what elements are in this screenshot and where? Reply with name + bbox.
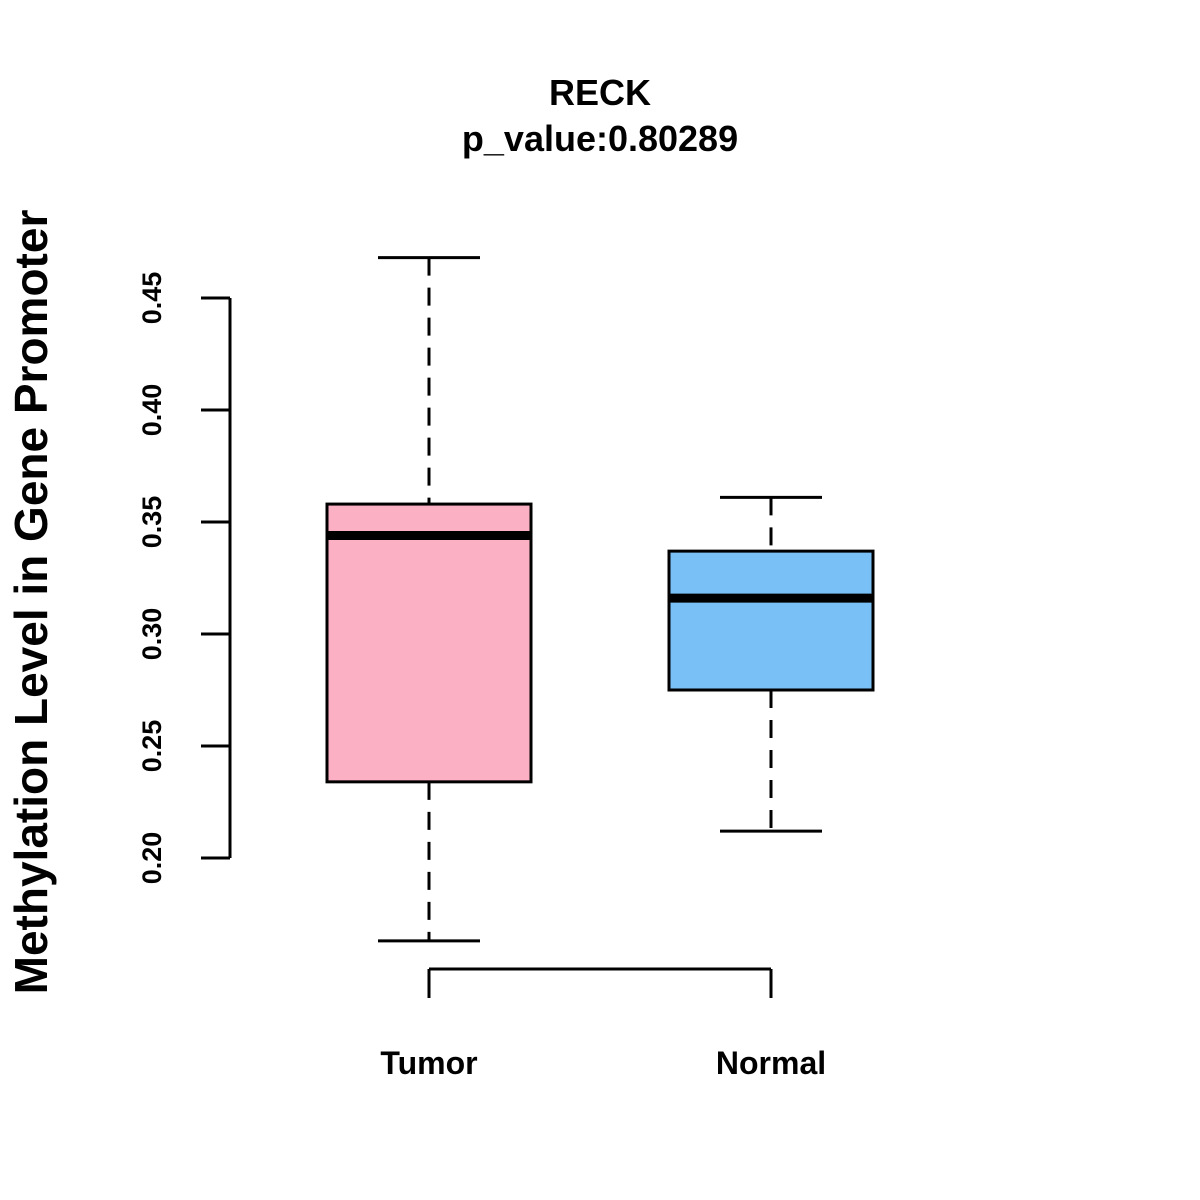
y-tick-label: 0.20 xyxy=(137,832,167,885)
iqr-box xyxy=(667,549,875,692)
y-tick-label: 0.35 xyxy=(137,496,167,549)
y-tick-label: 0.25 xyxy=(137,720,167,773)
y-tick-label: 0.40 xyxy=(137,384,167,437)
y-axis-label: Methylation Level in Gene Promoter xyxy=(5,210,57,995)
x-tick-label: Normal xyxy=(716,1045,826,1081)
chart-title: RECK xyxy=(549,72,651,113)
box-normal xyxy=(667,495,875,833)
iqr-box xyxy=(325,502,533,784)
y-tick-label: 0.30 xyxy=(137,608,167,661)
box-group xyxy=(325,256,875,943)
y-axis: 0.20 0.25 0.30 0.35 0.40 0.45 xyxy=(137,272,232,885)
y-tick-label: 0.45 xyxy=(137,272,167,325)
chart-subtitle: p_value:0.80289 xyxy=(462,118,738,159)
x-tick-label: Tumor xyxy=(380,1045,477,1081)
x-axis: Tumor Normal xyxy=(380,967,826,1081)
box-tumor xyxy=(325,256,533,943)
